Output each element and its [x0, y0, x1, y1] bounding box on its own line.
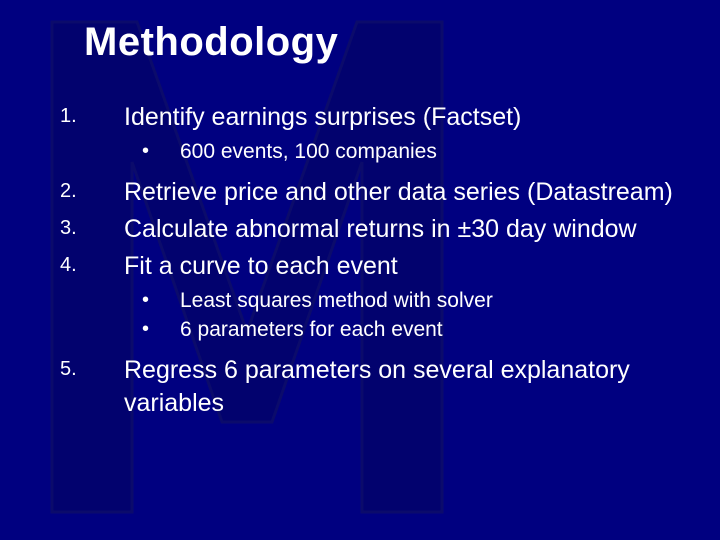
list-item-text: Retrieve price and other data series (Da…: [124, 178, 673, 206]
list-item-text: Fit a curve to each event: [124, 252, 398, 280]
sub-list: Least squares method with solver 6 param…: [124, 287, 688, 344]
slide-content: Methodology Identify earnings surprises …: [0, 0, 720, 444]
sub-item: 600 events, 100 companies: [124, 138, 688, 166]
list-item-text: Calculate abnormal returns in ±30 day wi…: [124, 215, 637, 243]
sub-item: Least squares method with solver: [124, 287, 688, 315]
list-item-text: Identify earnings surprises (Factset): [124, 103, 521, 131]
list-item: Identify earnings surprises (Factset) 60…: [32, 101, 688, 166]
list-item: Fit a curve to each event Least squares …: [32, 250, 688, 344]
sub-item: 6 parameters for each event: [124, 316, 688, 344]
list-item-text: Regress 6 parameters on several explanat…: [124, 356, 630, 417]
list-item: Regress 6 parameters on several explanat…: [32, 354, 688, 420]
slide-title: Methodology: [84, 20, 688, 65]
sub-list: 600 events, 100 companies: [124, 138, 688, 166]
methodology-list: Identify earnings surprises (Factset) 60…: [32, 101, 688, 420]
list-item: Retrieve price and other data series (Da…: [32, 176, 688, 209]
list-item: Calculate abnormal returns in ±30 day wi…: [32, 213, 688, 246]
